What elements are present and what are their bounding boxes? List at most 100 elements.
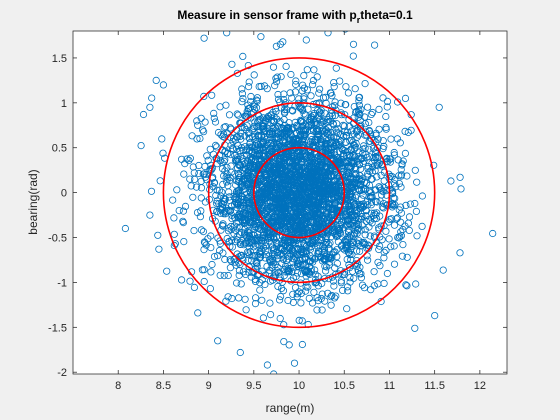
scatter-point [228, 60, 236, 68]
scatter-point [261, 280, 269, 289]
scatter-point [276, 314, 284, 323]
scatter-point [447, 177, 455, 185]
scatter-point [383, 269, 391, 278]
x-tick-label: 8.5 [156, 380, 171, 392]
scatter-point [258, 164, 266, 172]
scatter-point [270, 113, 278, 121]
scatter-point [379, 137, 387, 145]
scatter-point [413, 232, 421, 240]
scatter-point [279, 287, 287, 295]
scatter-point [241, 159, 249, 167]
scatter-point [288, 94, 296, 102]
scatter-point [291, 283, 300, 292]
scatter-point [362, 207, 370, 215]
scatter-point [333, 259, 341, 268]
scatter-point [197, 207, 205, 215]
scatter-point [363, 197, 371, 205]
scatter-point [281, 242, 289, 250]
scatter-point [253, 237, 261, 245]
scatter-point [253, 94, 261, 102]
scatter-point [250, 71, 258, 79]
scatter-point [328, 228, 336, 236]
scatter-point [278, 212, 286, 220]
scatter-point [173, 186, 181, 194]
scatter-point [325, 245, 333, 253]
scatter-point [218, 221, 226, 229]
scatter-point [392, 215, 401, 223]
scatter-point [244, 228, 252, 236]
scatter-point [385, 235, 393, 243]
scatter-point [224, 149, 232, 157]
scatter-point [244, 129, 253, 138]
scatter-point [297, 117, 305, 125]
scatter-point [273, 267, 281, 275]
scatter-point [355, 110, 364, 118]
scatter-point [282, 177, 290, 185]
scatter-point [240, 215, 248, 223]
scatter-point [227, 257, 235, 265]
scatter-point [242, 161, 251, 169]
scatter-point [316, 186, 324, 194]
scatter-point [199, 228, 207, 236]
scatter-point [233, 145, 241, 153]
scatter-point [250, 164, 258, 172]
scatter-point [225, 188, 233, 196]
scatter-point [341, 177, 349, 185]
scatter-point [267, 258, 275, 266]
scatter-point [233, 133, 241, 141]
scatter-point [207, 244, 215, 252]
title-subscript: r [357, 15, 361, 25]
scatter-point [175, 207, 183, 215]
scatter-point [390, 221, 399, 229]
scatter-point [239, 95, 247, 103]
scatter-point [255, 208, 263, 216]
scatter-point [309, 167, 317, 176]
scatter-point [213, 143, 221, 151]
scatter-point [256, 140, 264, 148]
scatter-point [354, 240, 362, 248]
scatter-point [307, 121, 315, 129]
scatter-point [268, 128, 276, 136]
scatter-point [300, 72, 308, 80]
scatter-point [263, 186, 271, 194]
scatter-point [332, 182, 340, 190]
scatter-point [380, 279, 388, 287]
scatter-point [266, 299, 274, 307]
scatter-point [208, 260, 216, 269]
scatter-point [202, 170, 210, 178]
scatter-point [147, 187, 156, 195]
scatter-point [277, 73, 285, 81]
scatter-point [343, 305, 351, 313]
scatter-point [230, 134, 238, 142]
scatter-point [245, 268, 253, 276]
scatter-point [273, 223, 281, 232]
title-tail: theta=0.1 [360, 8, 413, 22]
scatter-point [338, 164, 346, 172]
scatter-point [220, 157, 228, 165]
scatter-point [310, 181, 318, 189]
scatter-point [258, 296, 266, 304]
scatter-point [306, 245, 314, 254]
scatter-point [389, 194, 398, 202]
scatter-point [312, 198, 320, 206]
scatter-point [257, 82, 265, 91]
scatter-point [411, 324, 419, 332]
y-tick-label: 0 [61, 188, 67, 200]
scatter-point [223, 164, 231, 172]
scatter-point [272, 74, 280, 82]
scatter-point [235, 177, 243, 185]
scatter-point [265, 165, 274, 173]
scatter-point [324, 186, 333, 194]
scatter-point [337, 279, 345, 287]
scatter-point [289, 298, 297, 307]
scatter-point [330, 294, 339, 302]
scatter-point [249, 179, 257, 187]
scatter-point [297, 299, 305, 307]
scatter-point [180, 238, 188, 246]
scatter-point [355, 270, 364, 278]
scatter-point [324, 183, 332, 191]
scatter-point [158, 135, 166, 143]
scatter-point [346, 137, 354, 145]
scatter-point [293, 196, 301, 204]
scatter-point [313, 294, 321, 302]
